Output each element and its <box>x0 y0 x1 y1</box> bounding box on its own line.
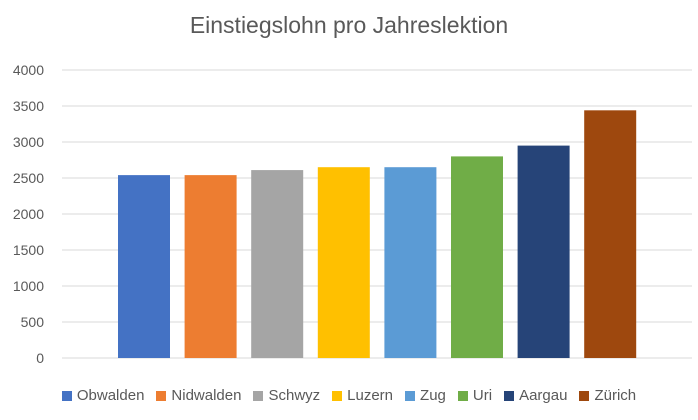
bar-zürich <box>584 110 637 358</box>
bar-nidwalden <box>184 175 237 358</box>
legend-label: Aargau <box>519 387 568 404</box>
bar-luzern <box>317 167 370 358</box>
y-tick-label: 3000 <box>13 134 44 150</box>
legend-item: Zürich <box>579 387 636 404</box>
legend-item: Schwyz <box>253 387 320 404</box>
legend-label: Uri <box>472 387 493 404</box>
legend-label: Schwyz <box>268 387 321 404</box>
legend-swatch <box>332 390 343 401</box>
y-tick-label: 500 <box>21 314 45 330</box>
legend-label: Luzern <box>347 387 394 404</box>
legend-swatch <box>253 390 264 401</box>
legend-label: Obwalden <box>76 387 145 404</box>
chart-title: Einstiegslohn pro Jahreslektion <box>189 12 509 38</box>
bar-aargau <box>517 145 570 358</box>
legend-swatch <box>156 390 167 401</box>
bar-schwyz <box>251 170 304 358</box>
y-tick-label: 2000 <box>13 206 44 222</box>
legend-item: Uri <box>457 387 493 404</box>
y-tick-label: 4000 <box>13 62 44 78</box>
legend-swatch <box>504 390 515 401</box>
bar-obwalden <box>118 175 170 358</box>
legend-label: Zug <box>420 387 446 404</box>
legend-swatch <box>405 390 416 401</box>
legend-item: Nidwalden <box>156 387 241 404</box>
y-tick-label: 2500 <box>13 170 44 186</box>
bar-zug <box>384 167 437 358</box>
legend-label: Zürich <box>594 387 637 404</box>
legend-item: Zug <box>405 387 446 404</box>
legend: Obwalden Nidwalden Schwyz Luzern Zug Uri Aarga… <box>0 387 698 404</box>
legend-item: Obwalden <box>61 387 145 404</box>
legend-swatch <box>61 390 72 401</box>
y-tick-label: 1500 <box>13 242 44 258</box>
legend-item: Luzern <box>332 387 393 404</box>
legend-label: Nidwalden <box>171 387 242 404</box>
y-tick-label: 0 <box>36 350 44 366</box>
legend-swatch <box>579 390 590 401</box>
y-tick-label: 3500 <box>13 98 44 114</box>
legend-swatch <box>457 390 468 401</box>
y-tick-label: 1000 <box>13 278 44 294</box>
bar-uri <box>451 156 503 358</box>
legend-item: Aargau <box>504 387 567 404</box>
